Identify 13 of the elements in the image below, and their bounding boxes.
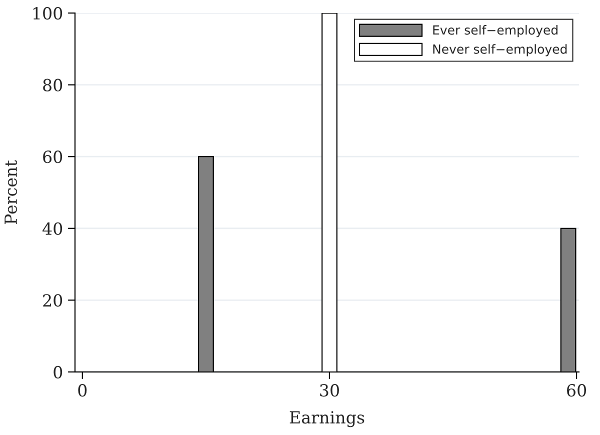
y-tick-label: 60 (43, 150, 62, 164)
y-tick-label: 80 (43, 78, 62, 92)
y-axis-title: Percent (4, 160, 18, 224)
x-tick-label: 60 (567, 384, 586, 397)
y-tick-label: 40 (42, 222, 62, 235)
x-tick-label: 0 (78, 384, 87, 397)
legend-label: Never self−employed (433, 44, 567, 56)
x-axis-title: Earnings (290, 411, 364, 428)
x-tick-label: 30 (320, 384, 339, 397)
y-tick-label: 20 (43, 294, 62, 307)
y-tick-label: 100 (33, 7, 62, 20)
y-tick-label: 0 (54, 366, 62, 378)
legend-label: Ever self−employed (433, 25, 558, 38)
